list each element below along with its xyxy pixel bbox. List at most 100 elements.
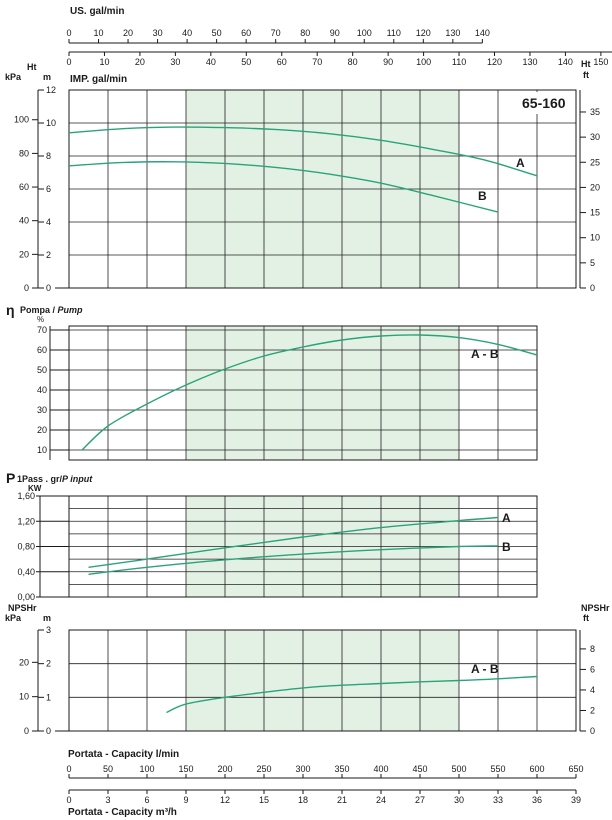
- m-tick-label: 4: [46, 217, 51, 227]
- m3h-tick-label: 9: [183, 795, 188, 805]
- eta-tick-label: 30: [37, 405, 47, 415]
- curve-b: [88, 545, 499, 575]
- kpa-tick-label: 20: [19, 249, 29, 259]
- p-title: 1Pass . gr/P input: [17, 474, 93, 484]
- lmin-tick-label: 450: [412, 764, 427, 774]
- us-gal-tick-label: 90: [330, 28, 340, 38]
- imp-gal-tick-label: 20: [135, 57, 145, 67]
- m3h-tick-label: 0: [66, 795, 71, 805]
- ft-tick-label: 15: [590, 208, 600, 218]
- m3h-tick-label: 27: [415, 795, 425, 805]
- p-title-italic: P input: [62, 474, 93, 484]
- us-gal-tick-label: 30: [153, 28, 163, 38]
- efficiency-panel: 10 20 30 40 50 60 70 A - B: [37, 325, 538, 461]
- lmin-tick-label: 600: [529, 764, 544, 774]
- plot-frame: [68, 89, 577, 289]
- m-tick-label: 3: [46, 625, 51, 635]
- eta-tick-label: 50: [37, 365, 47, 375]
- imp-gal-tick-label: 10: [99, 57, 109, 67]
- us-gal-tick-label: 50: [212, 28, 222, 38]
- npsh-panel: 0 1 2 3 0 10 20 0 2 4 6 8 A - B: [19, 625, 595, 736]
- p-symbol: P: [6, 470, 15, 486]
- m3h-tick-label: 15: [259, 795, 269, 805]
- ft-tick-label: 8: [590, 644, 595, 654]
- us-gal-tick-label: 40: [182, 28, 192, 38]
- model-label: 65-160: [522, 95, 566, 111]
- ft-tick-label: 4: [590, 685, 595, 695]
- imp-gal-axis: 0102030405060708090100110120130140150160…: [66, 51, 612, 67]
- ft-tick-label: 0: [590, 726, 595, 736]
- eta-tick-label: 70: [37, 325, 47, 335]
- plot-frame: [68, 629, 577, 732]
- eta-title-text: Pompa /: [20, 305, 58, 315]
- pct-label: %: [37, 315, 44, 324]
- lmin-tick-label: 300: [295, 764, 310, 774]
- m-tick-label: 2: [46, 659, 51, 669]
- kw-label: KW: [28, 484, 42, 493]
- m3h-tick-label: 18: [298, 795, 308, 805]
- eta-tick-label: 60: [37, 345, 47, 355]
- imp-gal-tick-label: 70: [312, 57, 322, 67]
- ft-tick-label: 35: [590, 107, 600, 117]
- imp-gal-tick-label: 80: [348, 57, 358, 67]
- us-gal-title: US. gal/min: [70, 6, 124, 17]
- m-tick-label: 0: [46, 726, 51, 736]
- series-label: A - B: [471, 662, 499, 676]
- lmin-tick-label: 550: [490, 764, 505, 774]
- m-label: m: [43, 72, 51, 82]
- m3h-tick-label: 12: [220, 795, 230, 805]
- ft-tick-label: 5: [590, 258, 595, 268]
- kw-tick-label: 1,20: [17, 516, 35, 526]
- m-tick-label: 6: [46, 184, 51, 194]
- ft-label: ft: [583, 70, 589, 80]
- series-label: A: [516, 156, 525, 170]
- imp-gal-tick-label: 100: [416, 57, 431, 67]
- m3h-tick-label: 30: [454, 795, 464, 805]
- lmin-tick-label: 650: [568, 764, 583, 774]
- p-title-sub: 1: [17, 474, 22, 484]
- ft-tick-label: 0: [590, 283, 595, 293]
- eta-title-italic: Pump: [58, 305, 84, 315]
- ft-tick-label: 30: [590, 132, 600, 142]
- imp-gal-tick-label: 150: [593, 57, 608, 67]
- eta-title: Pompa / Pump: [20, 305, 83, 315]
- preferred-range-band: [186, 630, 459, 731]
- eta-tick-label: 40: [37, 385, 47, 395]
- us-gal-tick-label: 70: [271, 28, 281, 38]
- curve-b: [68, 161, 499, 213]
- ht-left-label: Ht: [27, 62, 37, 72]
- lmin-tick-label: 50: [103, 764, 113, 774]
- m3h-tick-label: 24: [376, 795, 386, 805]
- lmin-axis: 0 50 100 150 200 250 300 350 400 450 500 550 600 650: [66, 764, 584, 779]
- series-label: A - B: [471, 347, 499, 361]
- curve-a-b: [166, 675, 538, 714]
- m3h-title: Portata - Capacity m³/h: [68, 807, 177, 818]
- curve-a: [88, 516, 499, 568]
- m3h-tick-label: 21: [337, 795, 347, 805]
- kpa-tick-label: 20: [19, 657, 29, 667]
- preferred-range-band: [186, 326, 459, 460]
- kw-tick-label: 0,80: [17, 542, 35, 552]
- m-tick-label: 12: [46, 85, 56, 95]
- us-gal-tick-label: 10: [94, 28, 104, 38]
- kpa-label: kPa: [5, 72, 22, 82]
- npsh-right-label: NPSHr: [581, 603, 610, 613]
- eta-tick-label: 20: [37, 425, 47, 435]
- us-gal-tick-label: 100: [357, 28, 372, 38]
- kw-tick-label: 1,60: [17, 491, 35, 501]
- p-title-text: Pass . gr/: [22, 474, 63, 484]
- ft-tick-label: 25: [590, 157, 600, 167]
- m3h-tick-label: 39: [571, 795, 581, 805]
- kpa-tick-label: 0: [24, 283, 29, 293]
- m-tick-label: 1: [46, 692, 51, 702]
- us-gal-axis: 0 10 20 30 40 50 60 70 80 90 100 110 120 130 140: [66, 28, 490, 44]
- m3h-tick-label: 3: [105, 795, 110, 805]
- kpa-tick-label: 100: [14, 115, 29, 125]
- imp-gal-tick-label: 110: [452, 57, 466, 67]
- m-tick-label: 2: [46, 250, 51, 260]
- ft-tick-label: 2: [590, 705, 595, 715]
- kpa-tick-label: 60: [19, 182, 29, 192]
- series-label: B: [478, 189, 487, 203]
- head-panel: 0 2 4 6 8 10 12 0 20 40 60 80 100 0 5 10 15 20 25 30 35 A B: [14, 85, 600, 293]
